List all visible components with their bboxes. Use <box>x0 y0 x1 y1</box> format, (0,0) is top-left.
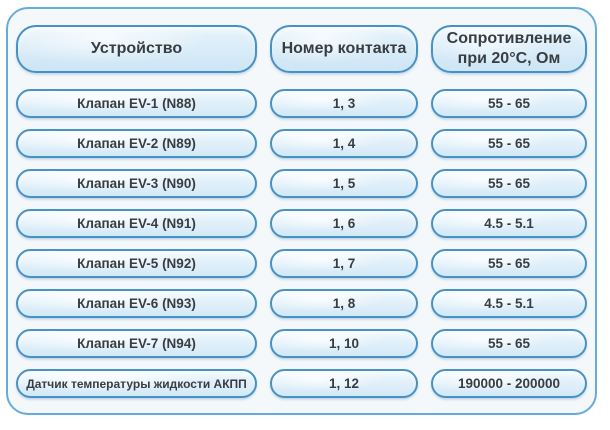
device-cell: Клапан EV-6 (N93) <box>16 289 257 318</box>
resistance-cell: 55 - 65 <box>431 89 587 118</box>
resistance-cell: 55 - 65 <box>431 329 587 358</box>
header-resistance: Сопротивление при 20°C, Ом <box>431 25 587 73</box>
device-cell: Клапан EV-2 (N89) <box>16 129 257 158</box>
table-row: Клапан EV-5 (N92) 1, 7 55 - 65 <box>16 249 587 278</box>
contact-number-cell: 1, 3 <box>270 89 418 118</box>
device-cell: Клапан EV-3 (N90) <box>16 169 257 198</box>
contact-number-cell: 1, 12 <box>270 369 418 398</box>
resistance-table-card: Устройство Номер контакта Сопротивление … <box>6 7 597 415</box>
resistance-cell: 55 - 65 <box>431 249 587 278</box>
device-cell: Датчик температуры жидкости АКПП <box>16 369 257 398</box>
table-row: Клапан EV-4 (N91) 1, 6 4.5 - 5.1 <box>16 209 587 238</box>
resistance-cell: 55 - 65 <box>431 129 587 158</box>
resistance-cell: 4.5 - 5.1 <box>431 289 587 318</box>
table-row: Клапан EV-1 (N88) 1, 3 55 - 65 <box>16 89 587 118</box>
contact-number-cell: 1, 5 <box>270 169 418 198</box>
device-cell: Клапан EV-4 (N91) <box>16 209 257 238</box>
table-row: Датчик температуры жидкости АКПП 1, 12 1… <box>16 369 587 398</box>
contact-number-cell: 1, 6 <box>270 209 418 238</box>
device-cell: Клапан EV-5 (N92) <box>16 249 257 278</box>
table-row: Клапан EV-3 (N90) 1, 5 55 - 65 <box>16 169 587 198</box>
header-contact-number: Номер контакта <box>270 25 418 73</box>
contact-number-cell: 1, 4 <box>270 129 418 158</box>
resistance-cell: 4.5 - 5.1 <box>431 209 587 238</box>
table-body: Клапан EV-1 (N88) 1, 3 55 - 65 Клапан EV… <box>16 89 587 398</box>
header-device: Устройство <box>16 25 257 73</box>
contact-number-cell: 1, 7 <box>270 249 418 278</box>
table-row: Клапан EV-2 (N89) 1, 4 55 - 65 <box>16 129 587 158</box>
contact-number-cell: 1, 8 <box>270 289 418 318</box>
table-row: Клапан EV-7 (N94) 1, 10 55 - 65 <box>16 329 587 358</box>
device-cell: Клапан EV-1 (N88) <box>16 89 257 118</box>
device-cell: Клапан EV-7 (N94) <box>16 329 257 358</box>
table-header-row: Устройство Номер контакта Сопротивление … <box>16 25 587 73</box>
table-row: Клапан EV-6 (N93) 1, 8 4.5 - 5.1 <box>16 289 587 318</box>
resistance-cell: 55 - 65 <box>431 169 587 198</box>
resistance-cell: 190000 - 200000 <box>431 369 587 398</box>
contact-number-cell: 1, 10 <box>270 329 418 358</box>
